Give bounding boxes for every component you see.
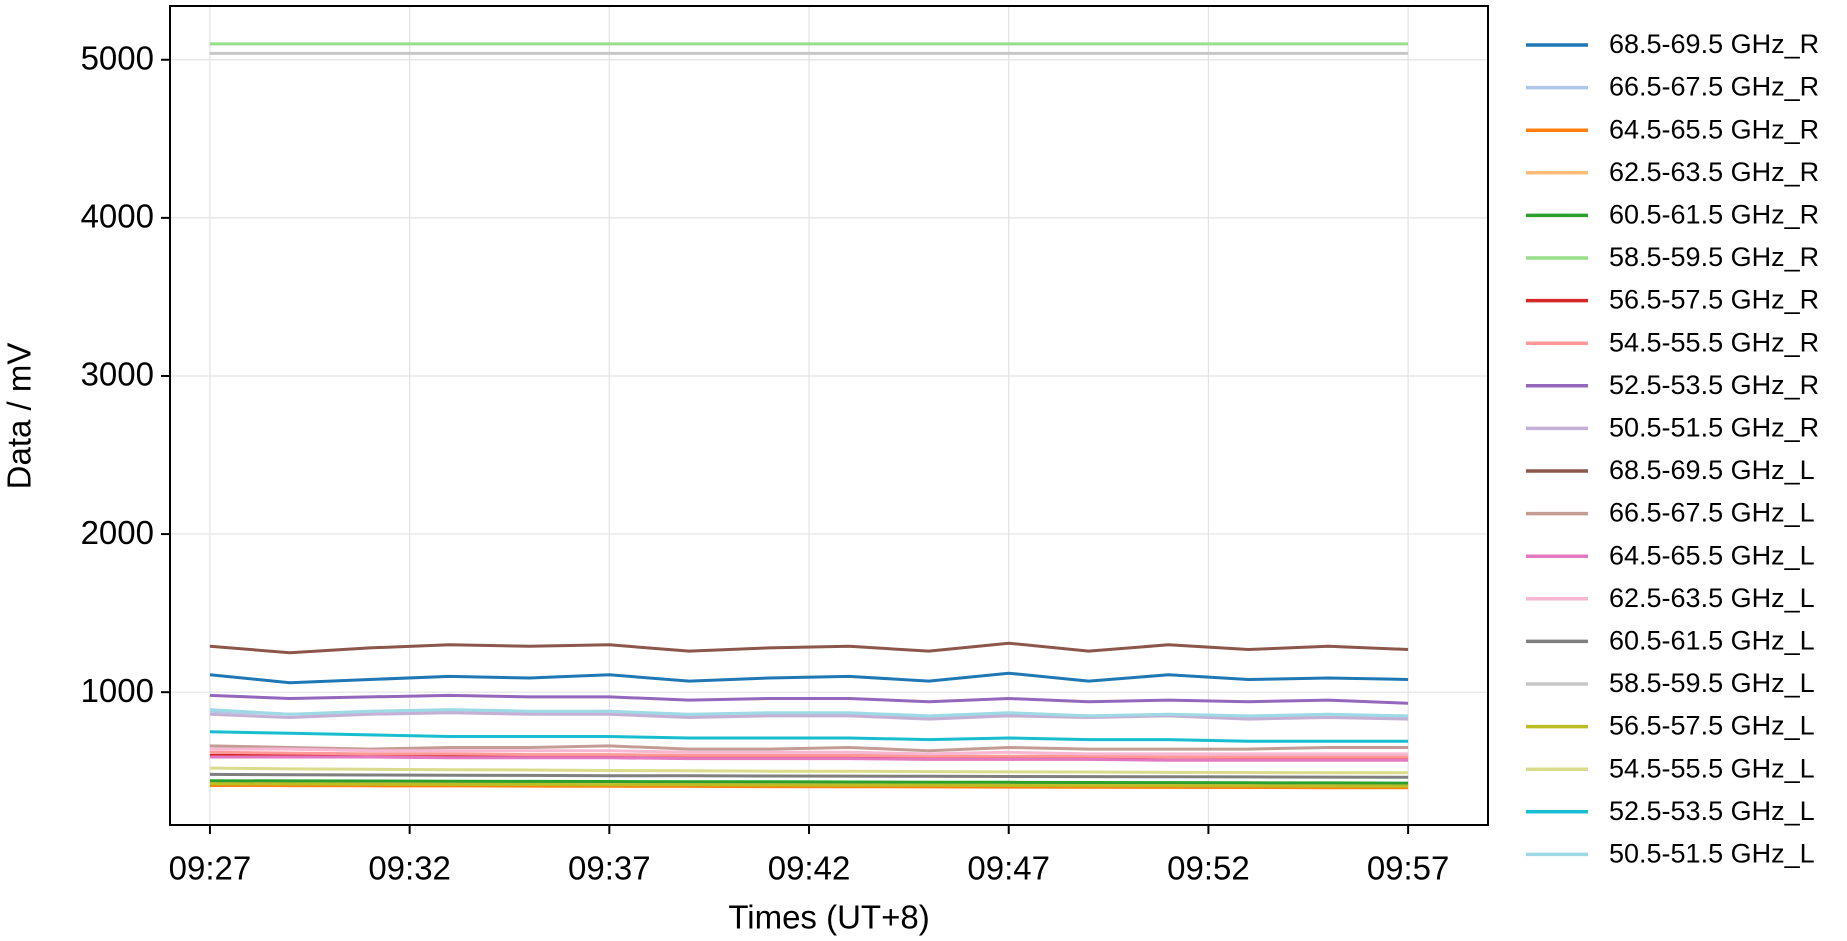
y-tick-label: 4000	[81, 198, 154, 235]
series-line	[209, 750, 1409, 759]
legend-label: 68.5-69.5 GHz_L	[1609, 455, 1815, 485]
series-line	[209, 766, 1409, 775]
series-line	[209, 693, 1409, 705]
y-tick-label: 2000	[81, 514, 154, 551]
x-tick-label: 09:37	[568, 850, 651, 887]
series-line	[209, 708, 1409, 718]
legend-label: 52.5-53.5 GHz_R	[1609, 370, 1819, 400]
legend-label: 68.5-69.5 GHz_R	[1609, 29, 1819, 59]
y-tick-label: 3000	[81, 356, 154, 393]
legend-label: 66.5-67.5 GHz_L	[1609, 498, 1815, 528]
series-line	[209, 730, 1409, 743]
x-axis-label: Times (UT+8)	[728, 899, 929, 936]
series-line	[209, 772, 1409, 779]
legend-label: 56.5-57.5 GHz_L	[1609, 711, 1815, 741]
legend-label: 58.5-59.5 GHz_R	[1609, 242, 1819, 272]
series-line	[209, 744, 1409, 753]
series-line	[209, 779, 1409, 785]
series-line	[209, 671, 1409, 685]
series-line	[209, 747, 1409, 756]
series-line	[209, 784, 1409, 790]
x-tick-label: 09:27	[169, 850, 252, 887]
x-tick-label: 09:52	[1167, 850, 1250, 887]
y-tick-label: 1000	[81, 672, 154, 709]
legend-label: 54.5-55.5 GHz_R	[1609, 327, 1819, 357]
series-line	[209, 711, 1409, 721]
legend-label: 64.5-65.5 GHz_R	[1609, 114, 1819, 144]
legend-label: 60.5-61.5 GHz_L	[1609, 626, 1815, 656]
legend-label: 64.5-65.5 GHz_L	[1609, 540, 1815, 570]
legend-label: 52.5-53.5 GHz_L	[1609, 796, 1815, 826]
series-line	[209, 782, 1409, 788]
legend-label: 62.5-63.5 GHz_R	[1609, 157, 1819, 187]
x-tick-label: 09:47	[967, 850, 1050, 887]
legend-label: 60.5-61.5 GHz_R	[1609, 200, 1819, 230]
legend-label: 54.5-55.5 GHz_L	[1609, 753, 1815, 783]
legend-label: 58.5-59.5 GHz_L	[1609, 668, 1815, 698]
legend-label: 66.5-67.5 GHz_R	[1609, 72, 1819, 102]
x-tick-label: 09:42	[768, 850, 851, 887]
series-line	[209, 641, 1409, 655]
y-axis-label: Data / mV	[1, 343, 38, 490]
series-line	[209, 755, 1409, 762]
plot-frame	[169, 5, 1489, 826]
legend-label: 56.5-57.5 GHz_R	[1609, 285, 1819, 315]
x-tick-label: 09:57	[1367, 850, 1450, 887]
y-tick-label: 5000	[81, 39, 154, 76]
x-tick-label: 09:32	[368, 850, 451, 887]
legend-label: 62.5-63.5 GHz_L	[1609, 583, 1815, 613]
legend-label: 50.5-51.5 GHz_L	[1609, 839, 1815, 869]
legend-label: 50.5-51.5 GHz_R	[1609, 413, 1819, 443]
